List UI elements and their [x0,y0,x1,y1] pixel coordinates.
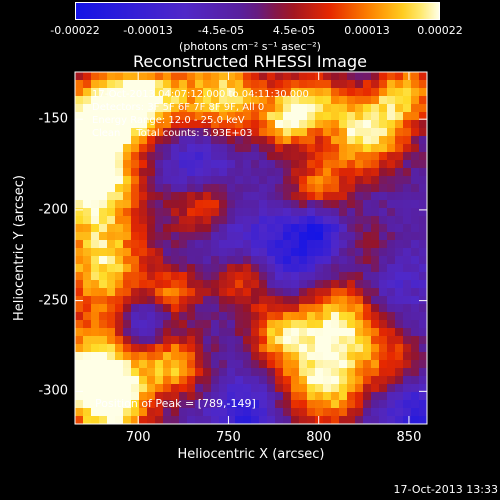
colorbar-tick-label: 0.00022 [417,24,463,37]
clean-counts-text: Clean Total counts: 5.93E+03 [92,128,253,139]
y-tick-label: -200 [38,202,68,218]
chart-title: Reconstructed RHESSI Image [133,52,367,71]
colorbar-tick-label: -0.00022 [50,24,100,37]
y-tick-label: -250 [38,293,68,309]
x-tick-label: 800 [306,430,332,445]
detectors-text: Detectors: 3F 5F 6F 7F 8F 9F, All 0 [92,102,265,113]
colorbar-tick-label: 4.5e-05 [272,24,316,37]
y-tick-label: -300 [38,383,68,399]
colorbar-unit-label: (photons cm⁻² s⁻¹ asec⁻²) [179,40,321,53]
x-axis-label: Heliocentric X (arcsec) [177,447,325,462]
colorbar-tick-label: -0.00013 [123,24,173,37]
y-tick-label: -150 [38,111,68,127]
colorbar-tick-label: 0.00013 [344,24,390,37]
energy-range-text: Energy Range: 12.0 - 25.0 keV [92,115,245,126]
time-range-text: 17-Oct-2013 04:07:12.000 to 04:11:30.000 [92,89,309,100]
observation-info: 17-Oct-2013 04:07:12.000 to 04:11:30.000… [92,88,309,140]
peak-position-text: Position of Peak = [789,-149] [95,397,256,410]
x-tick-label: 700 [125,430,151,445]
x-tick-label: 750 [216,430,241,445]
y-axis-label: Heliocentric Y (arcsec) [12,175,27,321]
x-tick-label: 850 [396,430,422,445]
colorbar [75,2,440,20]
footer-timestamp: 17-Oct-2013 13:33 [393,483,498,496]
colorbar-tick-label: -4.5e-05 [197,24,245,37]
